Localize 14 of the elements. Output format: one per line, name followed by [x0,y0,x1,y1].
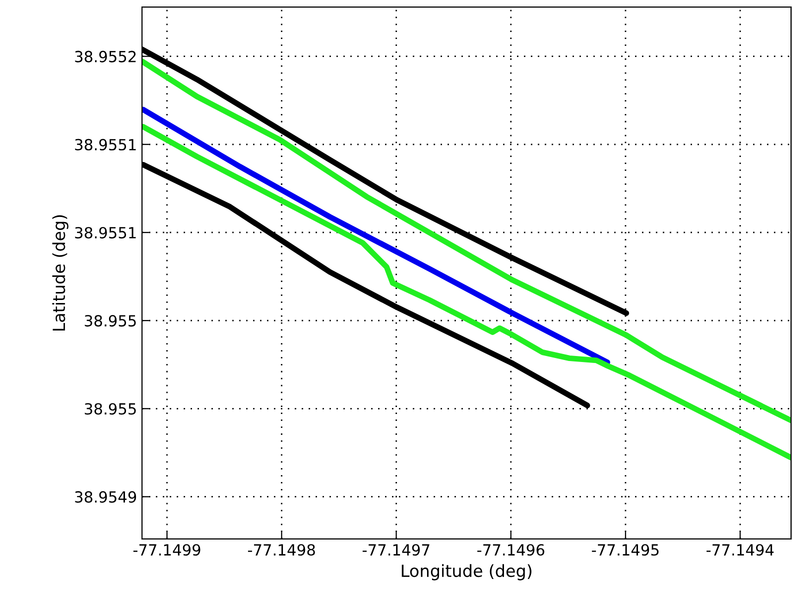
x-axis-title: Longitude (deg) [402,564,532,580]
x-tick-label: -77.1496 [477,544,544,556]
y-tick-label: 38.955 [84,315,136,327]
y-tick-label: 38.9552 [75,50,136,62]
x-tick-label: -77.1495 [592,544,659,556]
y-tick-label: 38.9551 [75,138,136,150]
x-tick-label: -77.1498 [248,544,315,556]
x-tick-label: -77.1497 [362,544,430,556]
y-tick-label: 38.955 [84,403,136,415]
x-tick-label: -77.1494 [706,544,774,556]
x-tick-label: -77.1499 [133,544,200,556]
y-tick-label: 38.9549 [75,491,136,503]
y-axis-title: Latitude (deg) [52,215,68,331]
y-tick-label: 38.9551 [75,226,136,239]
